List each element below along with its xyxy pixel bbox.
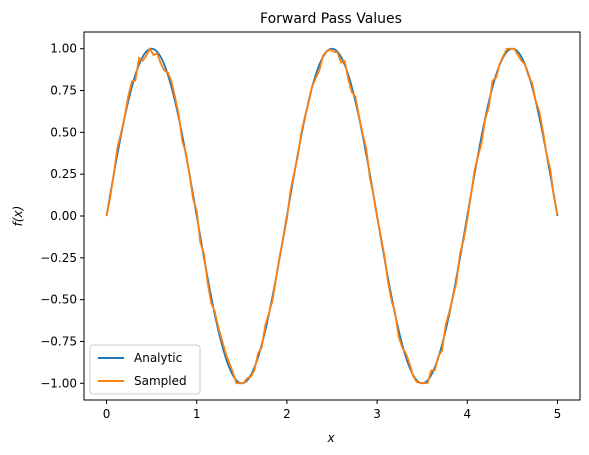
y-axis-ticks: −1.00 −0.75 −0.50 −0.25 0.00 0.25 0.50 0.75 1.00 <box>40 42 84 390</box>
y-axis-label: f(x) <box>11 206 25 227</box>
y-tick-label: −0.25 <box>40 251 77 265</box>
series-lines <box>105 46 559 385</box>
y-tick-label: 0.50 <box>50 125 77 139</box>
x-tick-label: 4 <box>463 407 471 421</box>
plot-frame <box>83 31 581 401</box>
legend: Analytic Sampled <box>89 344 201 395</box>
legend-label-analytic: Analytic <box>134 351 182 365</box>
y-tick-label: 0.25 <box>50 167 77 181</box>
y-tick-label: −0.50 <box>40 293 77 307</box>
y-tick-label: −0.75 <box>40 334 77 348</box>
legend-label-sampled: Sampled <box>134 374 187 388</box>
x-tick-label: 0 <box>103 407 111 421</box>
y-tick-label: 1.00 <box>50 42 77 56</box>
series-line-sampled <box>105 46 559 385</box>
x-tick-label: 2 <box>283 407 291 421</box>
x-tick-label: 5 <box>554 407 562 421</box>
x-axis-label: x <box>326 431 335 445</box>
y-tick-label: −1.00 <box>40 376 77 390</box>
x-tick-label: 3 <box>373 407 381 421</box>
y-tick-label: 0.00 <box>50 209 77 223</box>
y-tick-label: 0.75 <box>50 84 77 98</box>
chart-title: Forward Pass Values <box>260 11 402 27</box>
x-tick-label: 1 <box>193 407 201 421</box>
x-axis-ticks: 0 1 2 3 4 5 <box>103 400 562 421</box>
